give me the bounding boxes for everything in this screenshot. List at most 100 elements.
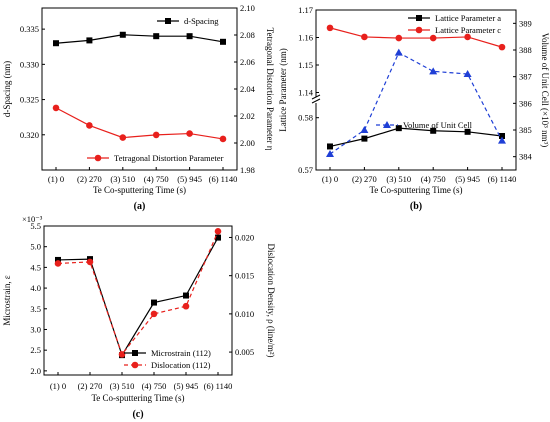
- left-axis-lower-tick-label: 0.58: [298, 113, 313, 123]
- data-point: [53, 40, 59, 47]
- left-axis-tick-label: 4.5: [30, 262, 41, 272]
- data-point: [498, 43, 506, 51]
- data-point: [499, 133, 505, 139]
- chart-c: 2.0 2.5 3.0 3.5 4.0 4.5 5.0 5.5 0.005 0.010 0.015 0…: [2, 214, 276, 420]
- x-tick-label: (1) 0: [322, 174, 338, 184]
- data-point: [183, 292, 189, 299]
- data-point: [360, 126, 369, 133]
- left-axis-tick-label: 2.0: [30, 366, 41, 376]
- right-axis-tick-label: 386: [519, 98, 532, 108]
- right-axis-tick-label: 0.020: [235, 232, 254, 242]
- legend-marker: [131, 361, 139, 369]
- legend-label: Lattice Parameter a: [435, 13, 501, 23]
- data-point: [52, 104, 60, 112]
- right-axis-tick-label: 2.08: [240, 30, 255, 40]
- x-tick-label: (5) 945: [177, 174, 202, 184]
- data-point: [220, 38, 226, 45]
- x-axis-label: Te Co-sputtering Time (s): [93, 185, 186, 195]
- left-axis-tick-label: 0.325: [20, 95, 39, 105]
- legend-marker: [415, 26, 423, 34]
- data-point: [429, 67, 438, 75]
- left-axis-tick-label: 4.0: [30, 283, 41, 293]
- series-dislocation-112-: [54, 228, 222, 358]
- data-point: [151, 299, 157, 306]
- series-microstrain-112-: [55, 234, 221, 359]
- series-volume-of-unit-cell: [326, 48, 506, 157]
- legend-label: Tetragonal Distortion Parameter: [114, 153, 224, 163]
- x-tick-label: (4) 750: [144, 174, 169, 184]
- data-point: [361, 135, 368, 142]
- x-tick-label: (3) 510: [386, 174, 411, 184]
- x-tick-label: (1) 0: [48, 174, 64, 184]
- plot-frame: [315, 9, 517, 171]
- left-axis-tick-label: 3.0: [30, 324, 41, 334]
- legend-label: Volume of Unit Cell: [403, 120, 473, 130]
- left-axis-tick-label: 5.0: [30, 242, 41, 252]
- legend-label: Dislocation (112): [151, 360, 211, 370]
- axis-break-gap: [312, 97, 320, 103]
- data-point: [150, 310, 158, 318]
- left-axis-tick-label: 2.5: [30, 345, 41, 355]
- plot-frame: [41, 7, 238, 171]
- x-tick-label: (2) 270: [77, 174, 102, 184]
- legend-label: d-Spacing: [184, 16, 219, 26]
- series-line: [55, 107, 224, 140]
- left-axis-label: d-Spacing (nm): [2, 61, 12, 117]
- legend-marker: [132, 350, 138, 356]
- left-axis-tick-label: 0.320: [20, 130, 39, 140]
- right-axis-tick-label: 2.04: [240, 84, 256, 94]
- right-axis-tick-label: 1.98: [240, 165, 255, 175]
- left-axis-label: Microstrain, ε: [2, 275, 12, 325]
- right-axis-label: Volume of Unit Cell (×10³ nm³): [540, 33, 550, 148]
- data-point: [118, 351, 126, 358]
- series-line: [55, 34, 224, 44]
- right-axis-tick-label: 385: [519, 125, 532, 135]
- series-lattice-parameter-c: [326, 24, 506, 51]
- right-axis-tick-label: 0.015: [235, 271, 254, 281]
- legend-marker: [165, 18, 171, 24]
- series-line: [57, 231, 219, 356]
- data-point: [86, 122, 93, 129]
- legend-label: Microstrain (112): [151, 348, 211, 358]
- data-point: [395, 125, 402, 132]
- left-axis-upper-tick-label: 1.15: [298, 60, 313, 70]
- right-axis-tick-label: 0.005: [235, 347, 254, 357]
- data-point: [327, 143, 333, 150]
- chart-b: 1.14 1.15 1.16 1.17 0.57 0.58 384 385 386 387 388 3…: [278, 5, 550, 212]
- right-axis-label: Dislocation Density, ρ (line/m²): [266, 243, 276, 357]
- x-tick-label: (6) 1140: [204, 381, 233, 391]
- data-point: [86, 37, 93, 44]
- x-tick-label: (3) 510: [110, 174, 135, 184]
- data-point: [394, 48, 403, 56]
- data-point: [119, 134, 127, 141]
- left-axis-tick-label: 3.5: [30, 304, 41, 314]
- data-point: [215, 234, 221, 241]
- right-axis-tick-label: 384: [519, 152, 533, 162]
- x-tick-label: (2) 270: [78, 381, 103, 391]
- data-point: [86, 258, 94, 266]
- data-point: [395, 34, 403, 42]
- x-axis-label: Te Co-sputtering Time (s): [369, 185, 462, 195]
- data-point: [430, 127, 437, 134]
- right-axis-tick-label: 0.010: [235, 309, 254, 319]
- data-point: [182, 302, 190, 310]
- x-tick-label: (3) 510: [110, 381, 135, 391]
- series-lattice-parameter-a: [327, 125, 505, 150]
- left-axis-upper-tick-label: 1.14: [298, 88, 314, 98]
- data-point: [464, 128, 471, 135]
- legend-marker: [94, 154, 102, 162]
- right-axis-tick-label: 2.02: [240, 111, 255, 121]
- data-point: [219, 135, 227, 143]
- data-point: [326, 150, 334, 157]
- right-axis-tick-label: 2.10: [240, 3, 255, 13]
- data-point: [54, 260, 62, 267]
- chart-a: 0.320 0.325 0.330 0.335 1.98 2.00 2.02 2.04 2.06…: [2, 3, 275, 212]
- data-point: [464, 33, 471, 41]
- x-tick-label: (5) 945: [174, 381, 199, 391]
- left-axis-exponent: ×10⁻³: [22, 214, 43, 224]
- right-axis-tick-label: 389: [519, 18, 532, 28]
- data-point: [55, 256, 61, 263]
- legend-marker: [383, 121, 391, 128]
- data-point: [429, 34, 437, 42]
- left-axis-tick-label: 5.5: [30, 221, 41, 231]
